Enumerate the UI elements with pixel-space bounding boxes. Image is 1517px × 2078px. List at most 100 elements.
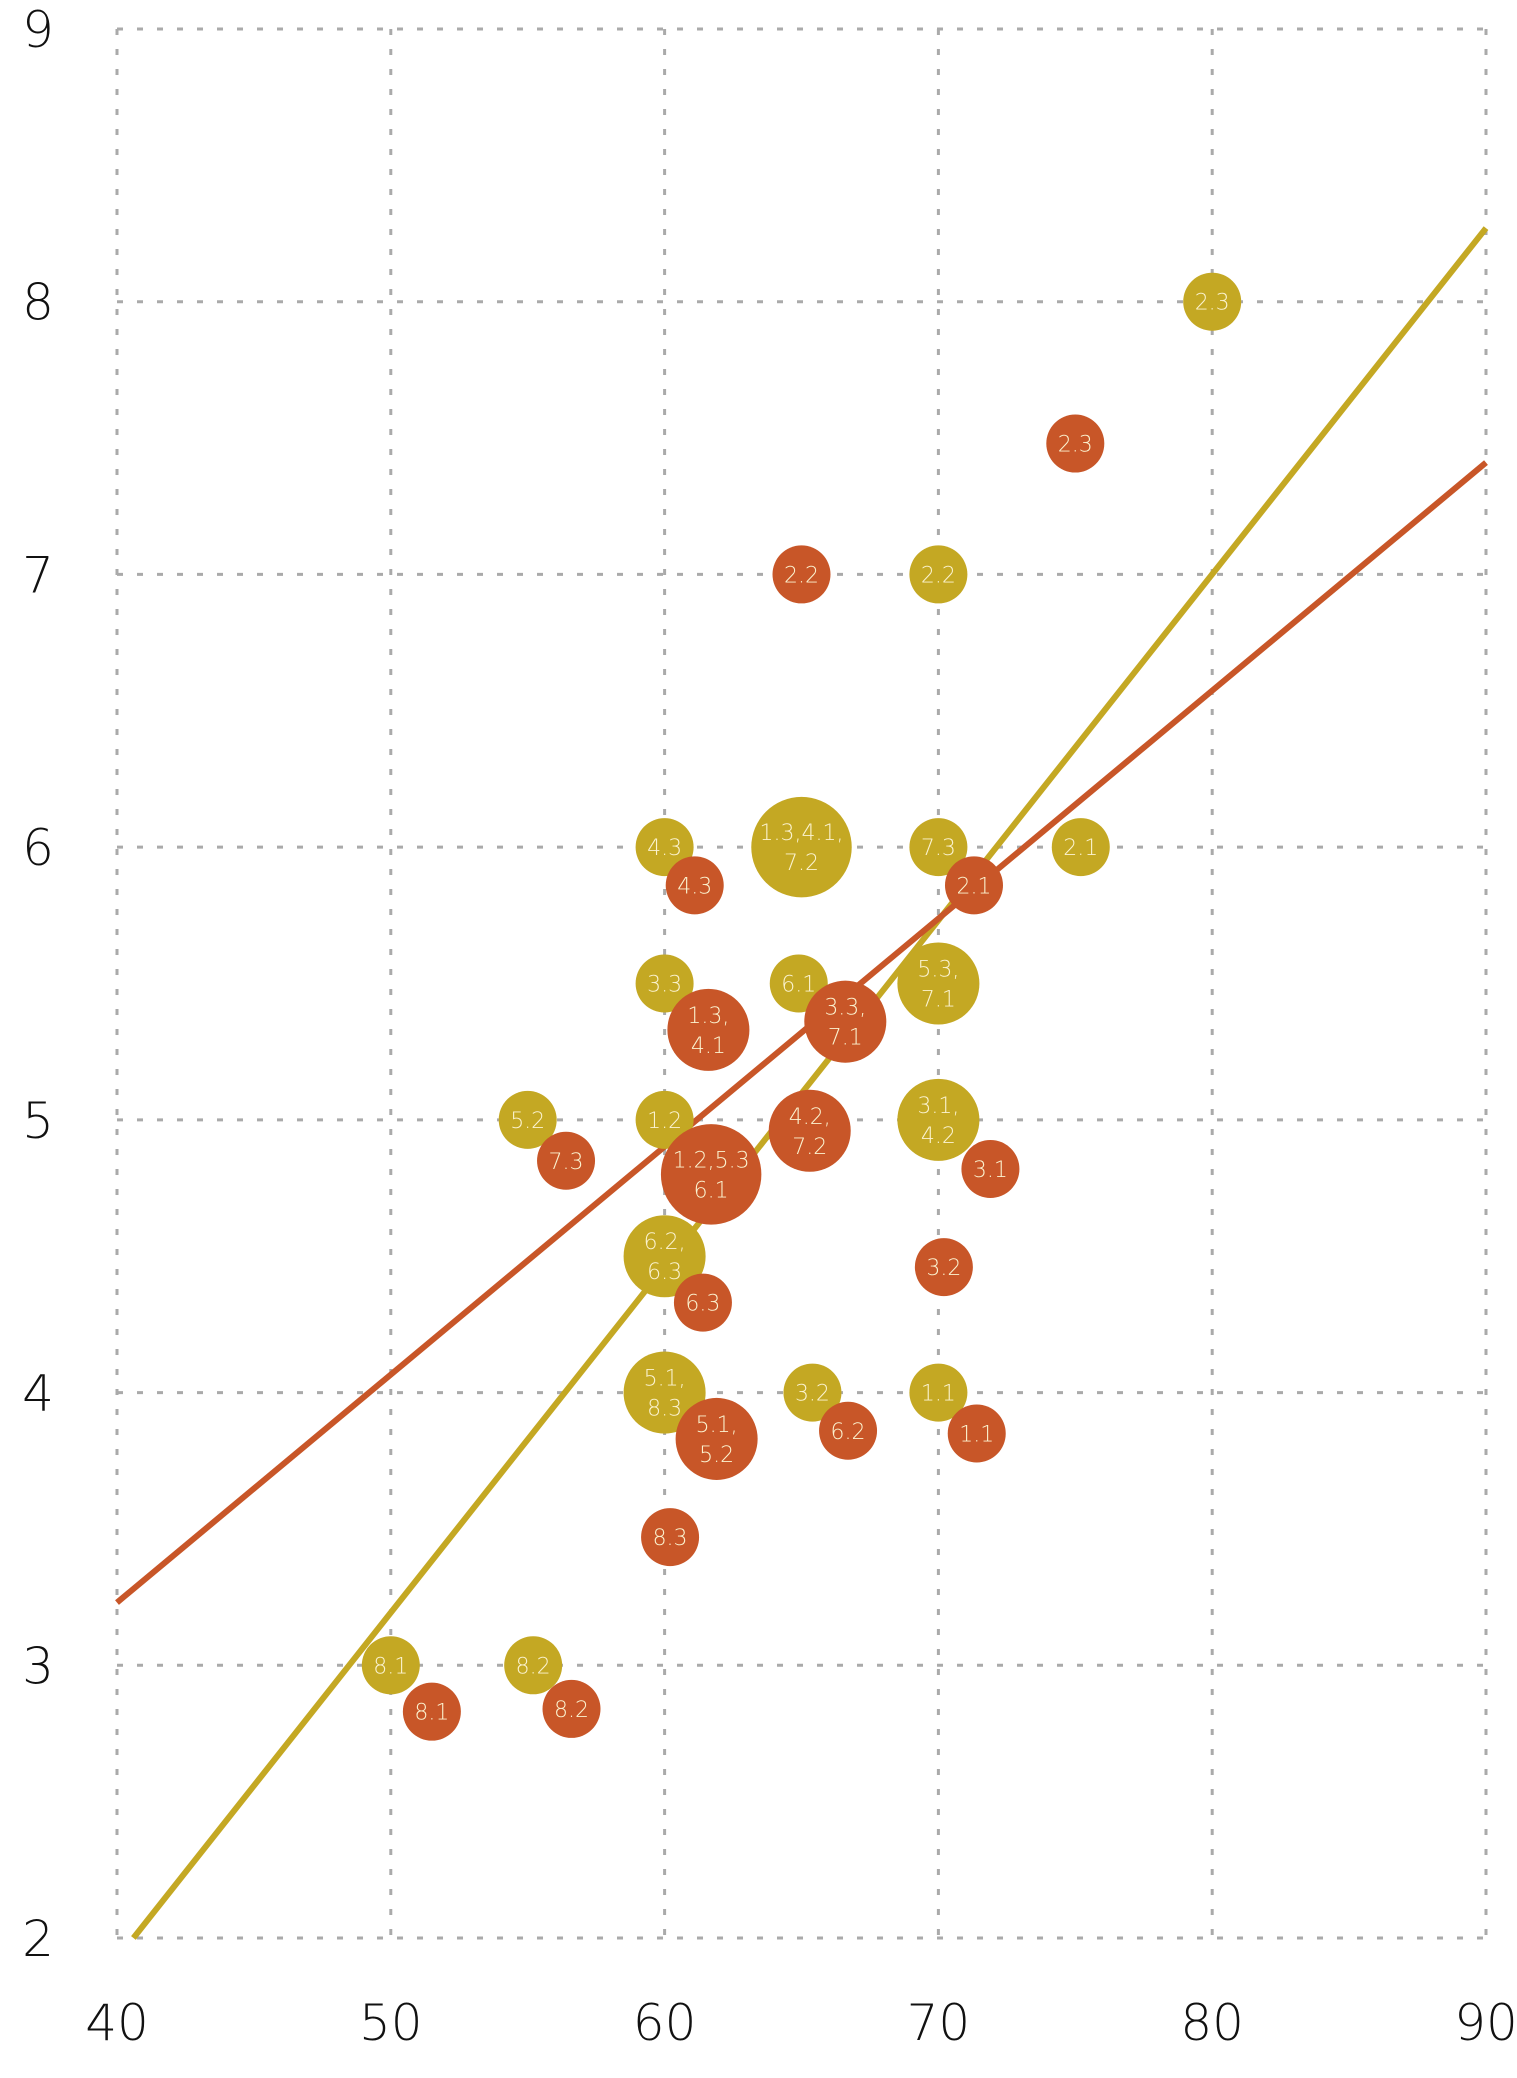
bubble-label: 8.2 (516, 1654, 551, 1679)
bubble-circle (361, 1636, 420, 1695)
bubble-circle (783, 1363, 842, 1422)
y-tick-label: 8 (22, 274, 54, 332)
orange-bubble: 4.3 (665, 856, 724, 915)
bubble-label: 3.1 (973, 1158, 1008, 1183)
bubble-label: 7.2 (792, 1135, 827, 1160)
bubble-label: 6.3 (685, 1292, 720, 1317)
bubbles: 2.32.24.31.3,4.1,7.27.3 2.13.3 6.15.3,7.15… (361, 272, 1242, 1741)
bubble-circle (961, 1139, 1020, 1198)
bubble-label: 8.1 (373, 1654, 408, 1679)
bubble-label: 4.2, (789, 1105, 831, 1130)
gold-bubble: 1.1 (909, 1363, 968, 1422)
bubble-circle (498, 1090, 557, 1149)
bubble-label: 3.3, (824, 996, 866, 1021)
bubble-label: 8.1 (414, 1701, 449, 1726)
bubble-label: 5.3, (917, 958, 959, 983)
bubble-circle (914, 1238, 973, 1297)
bubble-label: 6.1 (781, 973, 816, 998)
bubble-label: 8.3 (653, 1526, 688, 1551)
bubble-label: 2.2 (784, 563, 819, 588)
bubble-label: 4.3 (647, 836, 682, 861)
bubble-label: 1.3,4.1, (760, 821, 844, 846)
orange-bubble: 2.3 (1046, 414, 1105, 473)
gold-bubble: 5.3, 7.1 (897, 942, 980, 1025)
bubble-label: 2.3 (1058, 433, 1093, 458)
bubble-circle (1051, 818, 1110, 877)
bubble-circle (641, 1508, 700, 1567)
bubble-circle (673, 1273, 732, 1332)
bubble-circle (947, 1404, 1006, 1463)
bubble-circle (909, 818, 968, 877)
x-tick-label: 40 (85, 1994, 149, 2052)
bubble-circle (909, 545, 968, 604)
bubble-label: 4.1 (691, 1034, 726, 1059)
bubble-label: 4.3 (677, 874, 712, 899)
bubble-label: 6.2 (831, 1420, 866, 1445)
bubble-label: 1.1 (921, 1382, 956, 1407)
orange-bubble: 8.2 (542, 1679, 601, 1738)
gold-bubble: 5.2 (498, 1090, 557, 1149)
trendlines (115, 226, 1489, 1940)
bubble-label: 2.1 (956, 874, 991, 899)
bubble-label: 7.2 (784, 851, 819, 876)
orange-bubble: 8.1 (402, 1682, 461, 1741)
gold-bubble: 2.1 (1051, 818, 1110, 877)
orange-bubble: 2.1 (944, 856, 1003, 915)
bubble-circle (768, 1089, 851, 1172)
gold-bubble: 8.1 (361, 1636, 420, 1695)
gold-bubble: 6.2, 6.3 (623, 1215, 706, 1298)
bubble-label: 3.1, (917, 1094, 959, 1119)
bubble-label: 1.2,5.3 (673, 1148, 750, 1173)
y-tick-label: 9 (22, 1, 54, 59)
bubble-label: 5.2 (510, 1109, 545, 1134)
y-tick-label: 4 (22, 1365, 54, 1423)
bubble-label: 1.1 (959, 1422, 994, 1447)
gold-bubble: 7.3 (909, 818, 968, 877)
orange-bubble: 1.3, 4.1 (667, 988, 750, 1071)
orange-bubble: 2.2 (772, 545, 831, 604)
gold-bubble: 3.1, 4.2 (897, 1078, 980, 1161)
x-tick-label: 50 (359, 1994, 423, 2052)
bubble-circle (542, 1679, 601, 1738)
x-tick-label: 60 (633, 1994, 697, 2052)
orange-bubble: 1.1 (947, 1404, 1006, 1463)
bubble-label: 3.2 (926, 1256, 961, 1281)
bubble-circle (751, 796, 852, 898)
orange-bubble: 8.3 (641, 1508, 700, 1567)
bubble-label: 6.2, (644, 1230, 686, 1255)
bubble-circle (402, 1682, 461, 1741)
bubble-label: 2.1 (1063, 836, 1098, 861)
orange-trendline (115, 460, 1488, 1605)
bubble-circle (909, 1363, 968, 1422)
bubble-circle (660, 1124, 762, 1225)
bubble-label: 7.1 (921, 988, 956, 1013)
orange-bubble: 3.2 (914, 1238, 973, 1297)
y-tick-label: 6 (22, 819, 54, 877)
bubble-circle (897, 1078, 980, 1161)
gold-bubble: 2.3 (1183, 272, 1242, 331)
bubble-label: 6.1 (694, 1178, 729, 1203)
orange-bubble: 3.3, 7.1 (804, 980, 887, 1063)
bubble-circle (944, 856, 1003, 915)
orange-bubble: 6.2 (819, 1401, 878, 1460)
bubble-label: 2.2 (921, 563, 956, 588)
y-tick-label: 5 (22, 1092, 54, 1150)
orange-bubble: 3.1 (961, 1139, 1020, 1198)
bubble-label: 7.1 (828, 1026, 863, 1051)
bubble-label: 4.2 (921, 1124, 956, 1149)
gold-trendline (131, 226, 1489, 1940)
bubble-circle (819, 1401, 878, 1460)
gold-bubble: 1.3,4.1, 7.2 (751, 796, 852, 898)
x-tick-label: 90 (1454, 1994, 1517, 2052)
bubble-label: 8.3 (647, 1397, 682, 1422)
bubble-label: 6.3 (647, 1260, 682, 1285)
bubble-label: 7.3 (549, 1150, 584, 1175)
bubble-label: 5.2 (699, 1443, 734, 1468)
bubble-circle (1046, 414, 1105, 473)
orange-bubble: 4.2, 7.2 (768, 1089, 851, 1172)
bubble-circle (667, 988, 750, 1071)
bubble-circle (772, 545, 831, 604)
x-tick-label: 70 (907, 1994, 971, 2052)
orange-bubble: 6.3 (673, 1273, 732, 1332)
